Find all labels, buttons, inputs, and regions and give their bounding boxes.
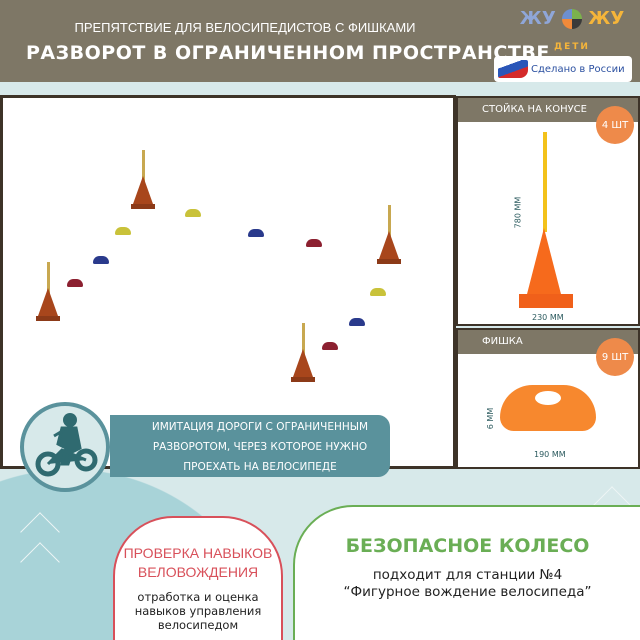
made-in-russia-badge: Сделано в России (494, 56, 632, 82)
pole-image (543, 132, 547, 232)
tall-cone (293, 349, 313, 377)
logo-text: ЖУ (588, 8, 625, 29)
marker-chip (306, 239, 322, 247)
description-banner: ИМИТАЦИЯ ДОРОГИ С ОГРАНИЧЕННЫМ РАЗВОРОТО… (110, 415, 390, 477)
marker-chip (349, 318, 365, 326)
header: ПРЕПЯТСТВИЕ ДЛЯ ВЕЛОСИПЕДИСТОВ С ФИШКАМИ… (0, 0, 640, 82)
header-subtitle: ПРЕПЯТСТВИЕ ДЛЯ ВЕЛОСИПЕДИСТОВ С ФИШКАМИ (74, 20, 416, 35)
tall-cone (133, 176, 153, 204)
chip-image (500, 385, 596, 431)
cone-count-badge: 4 ШТ (596, 106, 634, 144)
skill-card: ПРОВЕРКА НАВЫКОВ ВЕЛОВОЖДЕНИЯ отработка … (113, 516, 283, 640)
divider-strip (0, 82, 640, 94)
station-line: подходит для станции №4 (372, 567, 563, 583)
cone-pole (142, 150, 145, 182)
caption-line: РАЗВОРОТОМ, ЧЕРЕЗ КОТОРОЕ НУЖНО (152, 441, 368, 453)
marker-chip (185, 209, 201, 217)
skill-text: отработка и оценка навыков управления ве… (134, 590, 262, 632)
chip-width-label: 190 ММ (534, 450, 566, 459)
chip-height-label: 6 ММ (486, 407, 496, 430)
marker-chip (115, 227, 131, 235)
cone-image (526, 228, 562, 298)
safe-wheel-title: БЕЗОПАСНОЕ КОЛЕСО (345, 535, 590, 557)
cone-base (377, 259, 401, 264)
cone-base-image (519, 294, 573, 308)
logo-text: ЖУ (519, 8, 556, 29)
cone-base (36, 316, 60, 321)
header-title: РАЗВОРОТ В ОГРАНИЧЕННОМ ПРОСТРАНСТВЕ (26, 42, 550, 64)
cone-pole (47, 262, 50, 294)
safe-wheel-card: БЕЗОПАСНОЕ КОЛЕСО подходит для станции №… (293, 505, 640, 640)
safe-wheel-text: подходит для станции №4 “Фигурное вожден… (295, 567, 640, 601)
chip-count-badge: 9 ШТ (596, 338, 634, 376)
made-in-label: Сделано в России (531, 63, 625, 75)
cone-base (131, 204, 155, 209)
marker-chip (93, 256, 109, 264)
station-name: “Фигурное вождение велосипеда” (343, 584, 592, 600)
marker-chip (67, 279, 83, 287)
cyclist-icon (35, 413, 98, 477)
tall-cone (379, 231, 399, 259)
brand-logo: ЖУ ЖУ (512, 8, 632, 29)
marker-chip (248, 229, 264, 237)
caption-line: ПРОЕХАТЬ НА ВЕЛОСИПЕДЕ (183, 461, 337, 473)
russia-flag-icon (498, 60, 528, 78)
skill-title: ПРОВЕРКА НАВЫКОВ ВЕЛОВОЖДЕНИЯ (123, 545, 273, 580)
marker-chip (370, 288, 386, 296)
cone-pole (302, 323, 305, 355)
cone-height-label: 780 ММ (513, 196, 523, 229)
caption-line: ИМИТАЦИЯ ДОРОГИ С ОГРАНИЧЕННЫМ (151, 421, 369, 433)
cone-width-label: 230 ММ (532, 313, 564, 322)
cone-base (291, 377, 315, 382)
marker-chip (322, 342, 338, 350)
cyclist-badge (20, 402, 110, 492)
logo-sub: ДЕТИ (554, 42, 590, 52)
tall-cone (38, 288, 58, 316)
chip-panel: ФИШКА 9 ШТ 6 ММ 190 ММ (456, 328, 640, 469)
cone-panel: СТОЙКА НА КОНУСЕ 4 ШТ 780 ММ 230 ММ (456, 96, 640, 326)
ladybug-icon (562, 9, 582, 29)
cone-pole (388, 205, 391, 237)
